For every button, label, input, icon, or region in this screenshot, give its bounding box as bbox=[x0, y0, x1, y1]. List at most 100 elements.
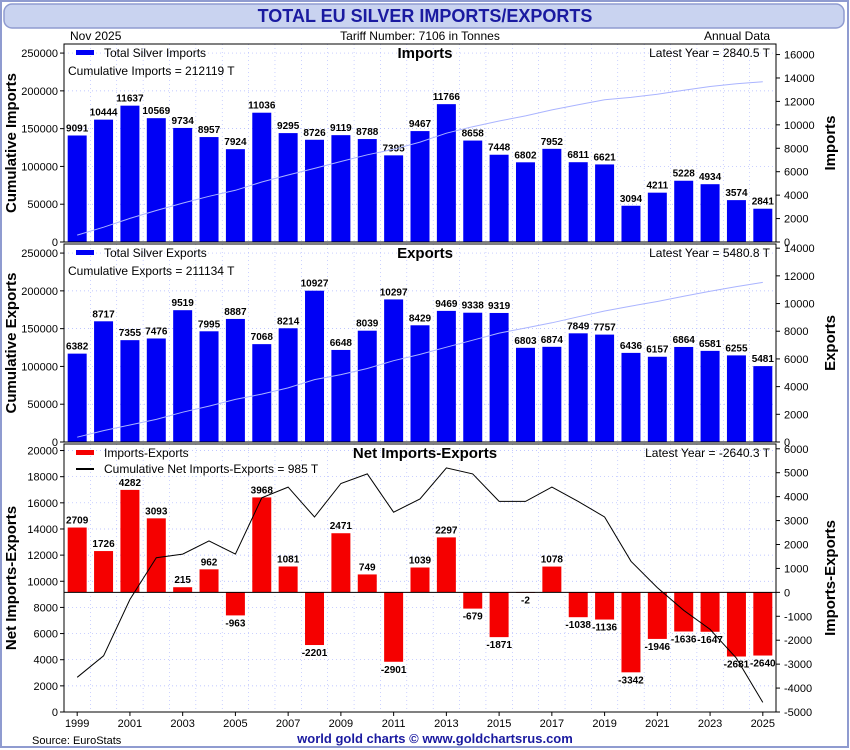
bar-value-label: 7476 bbox=[145, 326, 168, 337]
left-tick-label: 200000 bbox=[21, 86, 58, 98]
bar bbox=[357, 574, 377, 593]
bar bbox=[146, 118, 166, 242]
bar-value-label: 6864 bbox=[673, 335, 696, 346]
chart-title: TOTAL EU SILVER IMPORTS/EXPORTS bbox=[258, 6, 593, 26]
bar-value-label: 6811 bbox=[567, 150, 589, 161]
left-tick-label: 12000 bbox=[27, 550, 58, 562]
right-tick-label: 4000 bbox=[784, 382, 808, 394]
right-axis-title: Imports-Exports bbox=[822, 520, 839, 636]
bar bbox=[674, 180, 694, 242]
bar-value-label: 9119 bbox=[330, 123, 352, 134]
bar-value-label: -2 bbox=[521, 595, 530, 606]
left-tick-label: 150000 bbox=[21, 124, 58, 136]
bar bbox=[120, 340, 140, 442]
bar-value-label: 2841 bbox=[752, 197, 775, 208]
bar-value-label: 11766 bbox=[433, 92, 461, 103]
bar bbox=[700, 592, 720, 632]
bar bbox=[726, 355, 746, 442]
right-tick-label: 6000 bbox=[784, 444, 808, 456]
bar bbox=[384, 299, 404, 442]
x-tick-label: 2001 bbox=[118, 718, 142, 730]
bar-value-label: 4934 bbox=[699, 172, 722, 183]
latest-year-label: Latest Year = 5480.8 T bbox=[649, 246, 771, 260]
left-tick-label: 4000 bbox=[34, 655, 58, 667]
cumulative-label: Cumulative Imports = 212119 T bbox=[68, 64, 235, 78]
bar-value-label: 10569 bbox=[142, 106, 170, 117]
bar bbox=[542, 346, 562, 442]
right-axis-title: Imports bbox=[822, 115, 839, 170]
bar-value-label: 5228 bbox=[673, 169, 696, 180]
bar bbox=[568, 333, 588, 442]
bar bbox=[515, 347, 535, 442]
x-tick-label: 1999 bbox=[65, 718, 89, 730]
bar-value-label: -1647 bbox=[697, 635, 723, 646]
left-tick-label: 250000 bbox=[21, 248, 58, 260]
bar bbox=[357, 139, 377, 242]
bar-value-label: 7355 bbox=[119, 328, 142, 339]
bar-value-label: 8658 bbox=[462, 129, 485, 140]
legend-label: Total Silver Imports bbox=[104, 46, 206, 60]
bar bbox=[436, 104, 456, 242]
bar bbox=[436, 310, 456, 442]
bar bbox=[173, 127, 193, 242]
bar bbox=[489, 592, 509, 638]
right-tick-label: -3000 bbox=[784, 659, 812, 671]
bar-value-label: 7995 bbox=[198, 319, 221, 330]
bar bbox=[305, 290, 325, 442]
bar bbox=[463, 312, 483, 442]
bar bbox=[726, 592, 746, 657]
bar-value-label: 9467 bbox=[409, 119, 432, 130]
left-tick-label: 2000 bbox=[34, 681, 58, 693]
right-tick-label: 4000 bbox=[784, 492, 808, 504]
bar-value-label: 9319 bbox=[488, 301, 511, 312]
right-tick-label: 10000 bbox=[784, 120, 815, 132]
bar-value-label: 9734 bbox=[172, 116, 195, 127]
left-tick-label: 0 bbox=[52, 437, 58, 449]
bar bbox=[146, 338, 166, 442]
left-tick-label: 250000 bbox=[21, 48, 58, 60]
bar bbox=[726, 200, 746, 242]
bar bbox=[647, 192, 667, 242]
right-tick-label: -4000 bbox=[784, 683, 812, 695]
x-tick-label: 2021 bbox=[645, 718, 669, 730]
right-tick-label: 12000 bbox=[784, 271, 815, 283]
panel-title: Exports bbox=[397, 245, 453, 262]
bar bbox=[674, 592, 694, 632]
bar-value-label: 9469 bbox=[435, 299, 458, 310]
x-tick-label: 2009 bbox=[329, 718, 353, 730]
title-band bbox=[3, 3, 845, 29]
bar-value-label: 9091 bbox=[66, 123, 89, 134]
bar bbox=[331, 349, 351, 442]
bar bbox=[331, 533, 351, 593]
bar bbox=[305, 592, 325, 646]
bar bbox=[384, 592, 404, 662]
bar bbox=[463, 140, 483, 242]
bar-value-label: 9338 bbox=[462, 301, 485, 312]
cumulative-label: Cumulative Exports = 211134 T bbox=[68, 264, 235, 278]
x-tick-label: 2015 bbox=[487, 718, 511, 730]
bar-value-label: 10927 bbox=[301, 279, 329, 290]
left-tick-label: 18000 bbox=[27, 472, 58, 484]
bar bbox=[67, 353, 87, 442]
bar-value-label: 6157 bbox=[646, 345, 669, 356]
right-tick-label: 2000 bbox=[784, 409, 808, 421]
bar-value-label: 962 bbox=[201, 557, 218, 568]
plot-border bbox=[63, 243, 777, 443]
right-tick-label: 8000 bbox=[784, 143, 808, 155]
x-tick-label: 2007 bbox=[276, 718, 300, 730]
bar-value-label: -2681 bbox=[724, 660, 750, 671]
right-axis-title: Exports bbox=[822, 315, 839, 371]
bar-value-label: 4211 bbox=[646, 181, 668, 192]
data-frequency: Annual Data bbox=[704, 29, 770, 43]
right-tick-label: -2000 bbox=[784, 635, 812, 647]
x-tick-label: 2017 bbox=[540, 718, 564, 730]
x-tick-label: 2025 bbox=[751, 718, 775, 730]
bar bbox=[225, 592, 245, 616]
right-tick-label: 5000 bbox=[784, 468, 808, 480]
bar-value-label: 10444 bbox=[90, 108, 118, 119]
bar-value-label: 3574 bbox=[725, 188, 748, 199]
bar-value-label: 4282 bbox=[119, 478, 142, 489]
bar bbox=[225, 318, 245, 442]
bar-value-label: 6255 bbox=[725, 343, 748, 354]
left-tick-label: 100000 bbox=[21, 161, 58, 173]
